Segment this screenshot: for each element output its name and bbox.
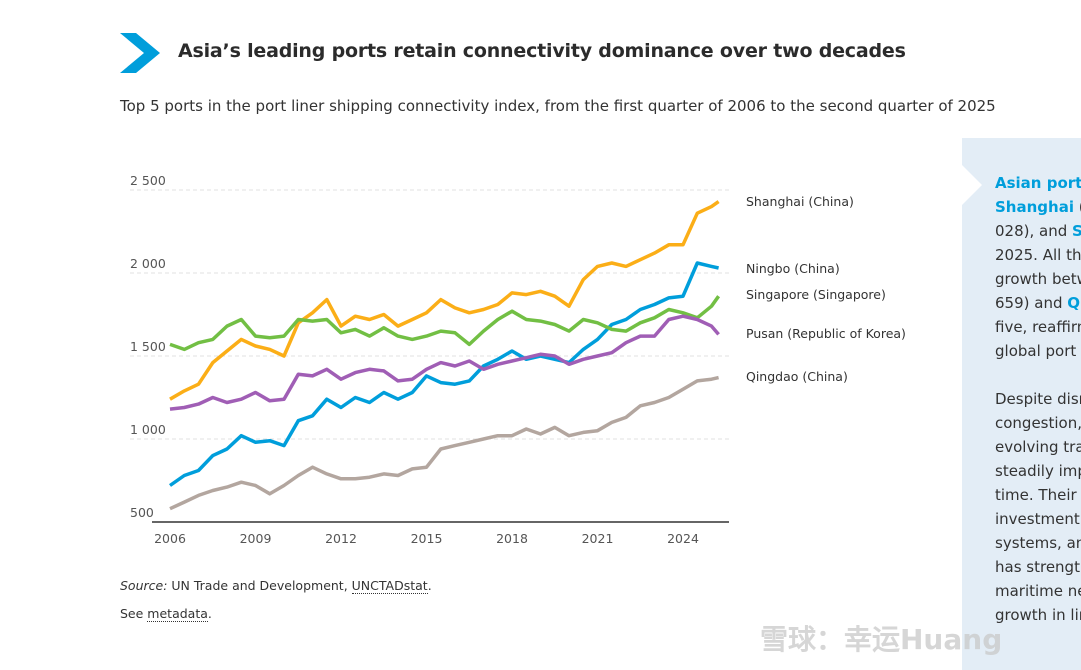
sidebar-text-segment: 028), and xyxy=(995,222,1073,240)
x-tick-label: 2021 xyxy=(582,531,614,546)
sidebar-text-segment: has strengt xyxy=(995,558,1080,576)
highlighted-port-name: Shanghai xyxy=(995,198,1074,216)
chart-title: Asia’s leading ports retain connectivity… xyxy=(178,40,906,62)
sidebar-line: has strengt xyxy=(995,555,1081,579)
series-label: Qingdao (China) xyxy=(746,369,848,384)
x-tick-label: 2024 xyxy=(667,531,699,546)
sidebar-text-segment: five, reaffirm xyxy=(995,318,1081,336)
sidebar-text-segment: 2025. All th xyxy=(995,246,1081,264)
x-tick-label: 2018 xyxy=(496,531,528,546)
sidebar-text-segment: 659) and xyxy=(995,294,1068,312)
sidebar-text-segment: congestion, xyxy=(995,414,1081,432)
series-label: Shanghai (China) xyxy=(746,194,854,209)
series-label: Ningbo (China) xyxy=(746,261,840,276)
source-end: . xyxy=(427,578,432,593)
x-tick-label: 2012 xyxy=(325,531,357,546)
sidebar-line: growth in lin xyxy=(995,603,1081,627)
sidebar-line xyxy=(995,363,1081,387)
sidebar-line: five, reaffirm xyxy=(995,315,1081,339)
sidebar-text-segment: investment xyxy=(995,510,1080,528)
x-tick-label: 2015 xyxy=(411,531,443,546)
series-line-singapore xyxy=(169,295,721,352)
series-line-qingdao xyxy=(169,375,719,511)
sidebar-line: systems, an xyxy=(995,531,1081,555)
y-tick-label: 2 500 xyxy=(130,173,166,188)
chart-subtitle: Top 5 ports in the port liner shipping c… xyxy=(120,97,996,115)
y-tick-label: 2 000 xyxy=(130,256,166,271)
chevron-right-icon xyxy=(120,33,160,73)
sidebar-text-segment: Despite disr xyxy=(995,390,1081,408)
sidebar-line: growth betw xyxy=(995,267,1081,291)
sidebar-text-segment: (2 xyxy=(1074,198,1081,216)
sidebar-text-segment: steadily imp xyxy=(995,462,1081,480)
sidebar-line: Despite disr xyxy=(995,387,1081,411)
sidebar-text-segment: maritime ne xyxy=(995,582,1081,600)
sidebar-text-segment: growth betw xyxy=(995,270,1081,288)
watermark: 雪球：幸运Huang xyxy=(760,623,1003,656)
y-tick-label: 1 500 xyxy=(130,339,166,354)
sidebar-text-segment: global port xyxy=(995,342,1077,360)
sidebar-line: 028), and S xyxy=(995,219,1081,243)
sidebar-line: congestion, xyxy=(995,411,1081,435)
x-tick-label: 2009 xyxy=(240,531,272,546)
see-text: See xyxy=(120,606,148,621)
source-label: Source: xyxy=(120,578,168,593)
source-note: Source: UN Trade and Development, UNCTAD… xyxy=(120,578,432,594)
highlighted-port-name: S xyxy=(1072,222,1081,240)
x-tick-label: 2006 xyxy=(154,531,186,546)
sidebar-line: Shanghai (2 xyxy=(995,195,1081,219)
line-chart: 500 1 000 1 500 2 000 2 500 2006 2009 2012 2015 2… xyxy=(130,173,906,546)
sidebar-text-segment: time. Their r xyxy=(995,486,1081,504)
sidebar-line: global port xyxy=(995,339,1081,363)
series-label: Singapore (Singapore) xyxy=(746,287,886,302)
metadata-end: . xyxy=(207,606,212,621)
sidebar-text-segment: growth in lin xyxy=(995,606,1081,624)
series-line-pusan xyxy=(169,314,720,411)
highlighted-port-name: Qi xyxy=(1067,294,1081,312)
highlighted-port-name: Asian ports xyxy=(995,174,1081,192)
metadata-note: See metadata. xyxy=(120,606,212,622)
sidebar-line: investment xyxy=(995,507,1081,531)
sidebar-line: 659) and Qi xyxy=(995,291,1081,315)
source-text: UN Trade and Development, xyxy=(167,578,352,593)
series-line-shanghai xyxy=(169,200,720,401)
sidebar-line: maritime ne xyxy=(995,579,1081,603)
sidebar-line: 2025. All th xyxy=(995,243,1081,267)
sidebar-line: steadily imp xyxy=(995,459,1081,483)
y-tick-label: 500 xyxy=(130,505,154,520)
sidebar-line: evolving tra xyxy=(995,435,1081,459)
y-tick-label: 1 000 xyxy=(130,422,166,437)
sidebar-text-segment: systems, an xyxy=(995,534,1081,552)
sidebar-text-segment: evolving tra xyxy=(995,438,1081,456)
metadata-link[interactable]: metadata xyxy=(147,606,208,622)
sidebar-line: time. Their r xyxy=(995,483,1081,507)
unctadstat-link[interactable]: UNCTADstat xyxy=(351,578,428,594)
sidebar-line: Asian ports xyxy=(995,171,1081,195)
series-label: Pusan (Republic of Korea) xyxy=(746,326,906,341)
sidebar-notch xyxy=(962,165,982,205)
series-line-ningbo xyxy=(168,261,719,487)
